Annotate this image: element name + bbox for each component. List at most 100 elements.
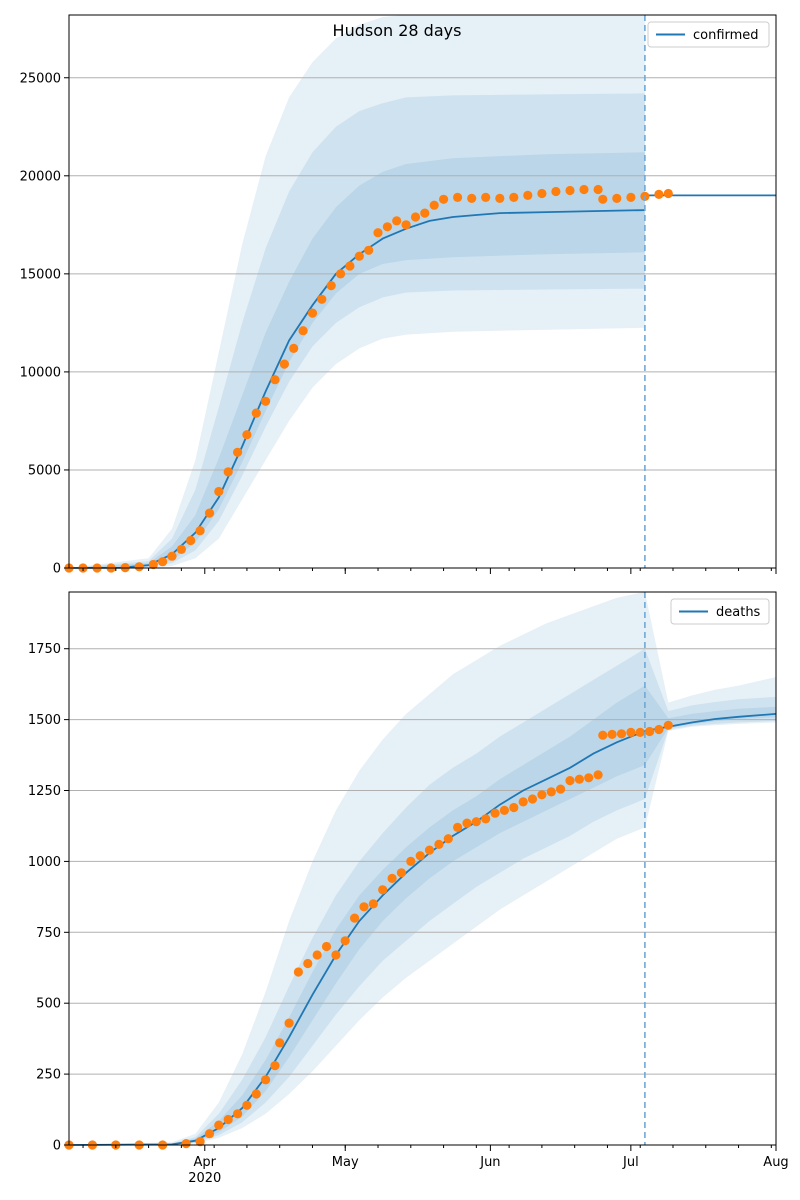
bottom-chart-observed-point — [509, 802, 519, 813]
top-chart-observed-point — [176, 544, 186, 555]
top-chart-observed-point — [158, 557, 168, 567]
bottom-chart-observed-point — [378, 885, 388, 895]
bottom-chart-observed-point — [527, 794, 538, 804]
top-chart-observed-point — [495, 193, 505, 203]
bottom-chart-observed-point — [499, 805, 509, 816]
top-chart-observed-point — [134, 562, 144, 572]
top-chart-observed-point — [317, 294, 327, 304]
top-chart-observed-point — [364, 245, 374, 255]
top-chart-observed-point — [537, 188, 547, 199]
bottom-chart-x-tick-label: Jun — [479, 1155, 500, 1170]
bottom-chart-observed-point — [490, 808, 500, 818]
bottom-chart-observed-point — [242, 1100, 252, 1110]
bottom-chart-observed-point — [537, 790, 547, 800]
bottom-chart-observed-point — [415, 851, 425, 861]
top-chart-y-tick-label: 15000 — [20, 267, 61, 282]
top-chart-observed-point — [612, 193, 622, 203]
bottom-chart-observed-point — [584, 773, 594, 783]
top-chart-observed-point — [523, 190, 533, 200]
top-chart-observed-point — [214, 486, 224, 497]
bottom-chart-observed-point — [223, 1114, 233, 1125]
bottom-chart-observed-point — [546, 787, 556, 797]
bottom-chart-legend-box — [670, 598, 770, 625]
top-chart-observed-point — [598, 194, 608, 204]
bottom-chart-observed-point — [481, 814, 491, 824]
bottom-chart-observed-point — [654, 724, 664, 735]
top-chart-observed-point — [429, 200, 439, 210]
top-chart-observed-point — [481, 192, 491, 202]
top-chart-band-outer — [69, 15, 645, 568]
top-chart-legend-label: confirmed — [693, 28, 759, 43]
bottom-chart-frame — [68, 591, 777, 1146]
top-chart-observed-point — [410, 212, 421, 222]
top-chart-band-inner — [69, 152, 645, 569]
top-chart-legend-box — [647, 21, 770, 48]
bottom-chart-y-tick-label: 1250 — [28, 784, 61, 799]
top-chart-observed-point — [626, 192, 636, 202]
bottom-chart-y-tick-label: 750 — [36, 926, 61, 941]
bottom-chart-y-tick-label: 0 — [53, 1139, 61, 1154]
bottom-chart-observed-point — [593, 770, 603, 780]
top-chart-observed-point — [279, 359, 289, 369]
top-chart-observed-point — [233, 447, 243, 457]
bottom-chart-x-tick-year-label: 2020 — [188, 1171, 221, 1186]
bottom-chart-observed-point — [204, 1129, 215, 1139]
top-chart-y-axis: 0 5000 10000 15000 20000 25000 — [20, 71, 69, 577]
bottom-chart-observed-point — [518, 797, 528, 807]
top-chart-observed-point — [148, 559, 158, 570]
top-chart-observed-point — [336, 269, 346, 279]
bottom-chart-observed-point — [331, 950, 341, 960]
top-chart-observed-point — [307, 308, 318, 318]
top-chart-observed-point — [167, 551, 177, 561]
bottom-chart-observed-point — [471, 817, 481, 827]
top-chart-y-tick-label: 20000 — [20, 169, 61, 184]
bottom-chart-observed-point — [214, 1120, 224, 1130]
top-chart-observed-point — [204, 508, 215, 518]
bottom-chart-legend: deaths — [670, 598, 770, 625]
bottom-chart-y-tick-label: 1000 — [28, 855, 61, 870]
top-chart-observed-point — [373, 228, 383, 238]
bottom-chart-observed-point — [556, 784, 566, 794]
top-chart-observed-point — [509, 192, 519, 202]
top-chart-observed-point — [270, 375, 280, 385]
top-chart-y-tick-label: 25000 — [20, 71, 61, 86]
bottom-chart-y-axis: 0 250 500 750 1000 1250 1500 1750 — [28, 642, 69, 1154]
bottom-chart-observed-point — [462, 818, 472, 828]
bottom-chart-observed-point — [607, 729, 617, 740]
top-chart-y-tick-label: 5000 — [28, 463, 61, 478]
top-chart-observed-point — [242, 430, 252, 440]
bottom-chart-observed-point — [303, 958, 313, 969]
bottom-chart-observed-point — [270, 1061, 280, 1071]
top-chart-observed-point — [326, 281, 336, 291]
top-chart-observed-point — [579, 184, 589, 195]
bottom-chart-observed-point — [181, 1139, 191, 1149]
top-chart-observed-point — [439, 194, 449, 204]
bottom-chart-band-outer — [69, 592, 776, 1145]
bottom-chart-observed-point — [574, 774, 585, 784]
bottom-chart-observed-point — [321, 941, 332, 952]
top-chart-bands — [69, 15, 645, 569]
bottom-chart-observed-point — [635, 727, 645, 738]
top-chart-observed-point — [654, 189, 664, 199]
bottom-chart-y-tick-label: 250 — [36, 1068, 61, 1083]
bottom-chart-observed-point — [616, 729, 627, 739]
bottom-chart-observed-point — [368, 899, 378, 909]
top-chart-observed-point — [223, 467, 233, 477]
bottom-chart-observed-point — [312, 950, 322, 960]
bottom-chart-y-tick-label: 500 — [36, 997, 61, 1012]
top-chart-legend: confirmed — [647, 21, 770, 48]
top-chart-observed-point — [663, 188, 673, 199]
top-chart-observed-point — [251, 408, 261, 418]
top-chart-x-axis — [82, 568, 777, 574]
bottom-chart-observed-point — [598, 730, 608, 740]
top-chart-observed-point — [565, 185, 575, 196]
top-chart-y-tick-label: 10000 — [20, 365, 61, 380]
bottom-chart-observed-point — [406, 856, 416, 867]
bottom-chart-observed-point — [284, 1018, 294, 1028]
top-chart-observed-point — [392, 216, 402, 226]
bottom-chart-observed-point — [645, 726, 655, 737]
bottom-chart-x-tick-label: May — [332, 1155, 359, 1170]
top-chart-observed-point — [401, 220, 411, 230]
